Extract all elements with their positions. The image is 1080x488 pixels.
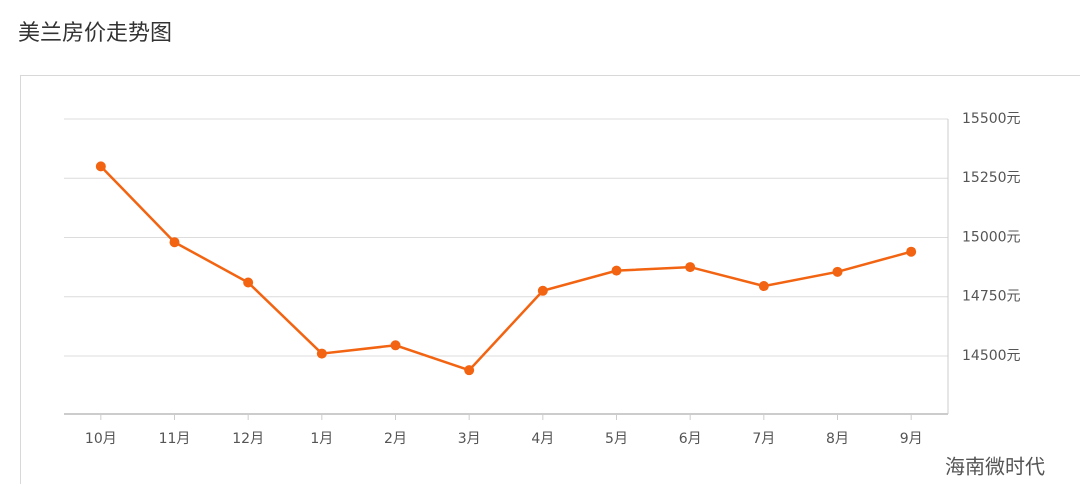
x-tick-label: 6月 (679, 431, 702, 447)
x-tick-label: 11月 (159, 431, 191, 447)
x-tick-label: 7月 (752, 431, 775, 447)
x-tick-label: 1月 (310, 431, 333, 447)
point (685, 262, 695, 272)
y-tick-label: 14500元 (962, 348, 1021, 364)
point (464, 365, 474, 375)
point (538, 286, 548, 296)
panel (21, 76, 1080, 485)
x-tick-label: 4月 (531, 431, 554, 447)
x-tick-label: 5月 (605, 431, 628, 447)
x-tick-label: 8月 (826, 431, 849, 447)
x-tick-label: 2月 (384, 431, 407, 447)
y-tick-label: 15500元 (962, 111, 1021, 127)
point (317, 349, 327, 359)
point (243, 277, 253, 287)
point (96, 161, 106, 171)
x-tick-label: 10月 (85, 431, 117, 447)
x-tick-label: 9月 (900, 431, 923, 447)
point (612, 266, 622, 276)
point (833, 267, 843, 277)
y-tick-label: 15250元 (962, 170, 1021, 186)
point (391, 340, 401, 350)
chart-title: 美兰房价走势图 (18, 21, 172, 46)
point (906, 247, 916, 257)
y-tick-label: 14750元 (962, 289, 1021, 305)
y-tick-label: 15000元 (962, 229, 1021, 245)
point (170, 237, 180, 247)
x-tick-label: 12月 (232, 431, 264, 447)
x-tick-label: 3月 (458, 431, 481, 447)
point (759, 281, 769, 291)
watermark: 海南微时代 (945, 455, 1045, 479)
